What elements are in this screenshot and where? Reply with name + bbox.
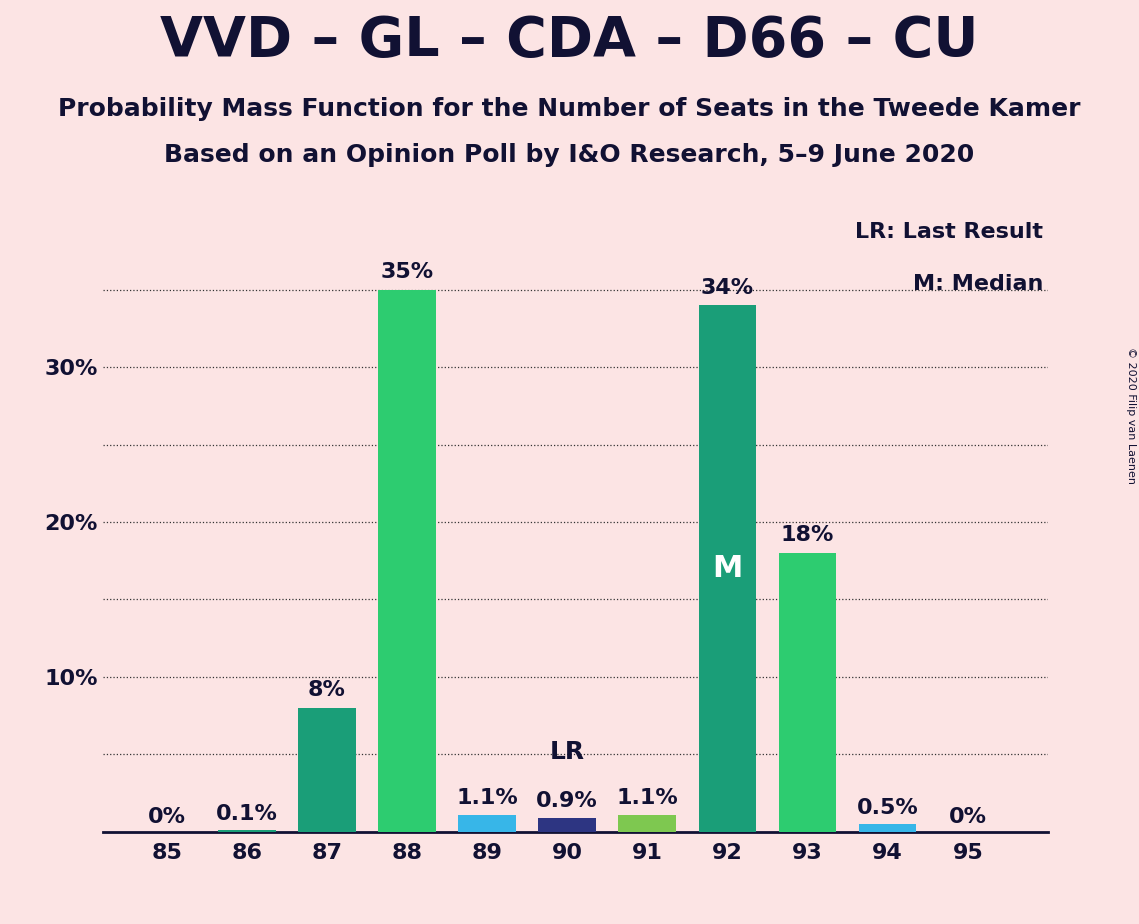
Text: 8%: 8% xyxy=(308,680,346,700)
Bar xyxy=(218,830,276,832)
Bar xyxy=(378,290,436,832)
Bar xyxy=(618,815,677,832)
Bar xyxy=(698,305,756,832)
Text: © 2020 Filip van Laenen: © 2020 Filip van Laenen xyxy=(1126,347,1136,484)
Bar xyxy=(539,818,596,832)
Text: 0.1%: 0.1% xyxy=(215,804,278,824)
Text: VVD – GL – CDA – D66 – CU: VVD – GL – CDA – D66 – CU xyxy=(161,14,978,67)
Text: 0.5%: 0.5% xyxy=(857,797,918,818)
Text: M: Median: M: Median xyxy=(912,274,1043,295)
Text: 0%: 0% xyxy=(949,807,986,827)
Text: 0.9%: 0.9% xyxy=(536,792,598,811)
Text: LR: LR xyxy=(550,739,584,763)
Text: 34%: 34% xyxy=(700,277,754,298)
Text: M: M xyxy=(712,554,743,583)
Text: 35%: 35% xyxy=(380,262,434,282)
Text: 18%: 18% xyxy=(781,525,834,545)
Bar xyxy=(859,824,917,832)
Bar xyxy=(298,708,355,832)
Text: 1.1%: 1.1% xyxy=(457,788,518,808)
Bar xyxy=(458,815,516,832)
Text: 1.1%: 1.1% xyxy=(616,788,678,808)
Text: LR: Last Result: LR: Last Result xyxy=(855,222,1043,242)
Text: Probability Mass Function for the Number of Seats in the Tweede Kamer: Probability Mass Function for the Number… xyxy=(58,97,1081,121)
Bar xyxy=(779,553,836,832)
Text: Based on an Opinion Poll by I&O Research, 5–9 June 2020: Based on an Opinion Poll by I&O Research… xyxy=(164,143,975,167)
Text: 0%: 0% xyxy=(148,807,186,827)
